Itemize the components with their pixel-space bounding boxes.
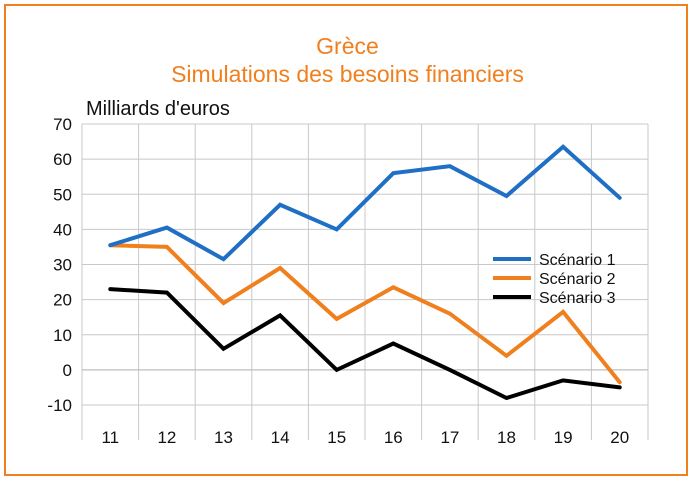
series-line-3 <box>108 287 622 401</box>
x-tick-label: 17 <box>440 428 459 447</box>
y-tick-label: 20 <box>53 291 72 310</box>
legend-label-1: Scénario 1 <box>539 252 616 269</box>
y-tick-label: -10 <box>47 396 72 415</box>
x-tick-label: 19 <box>554 428 573 447</box>
chart-subtitle: Simulations des besoins financiers <box>171 61 524 87</box>
y-tick-label: 70 <box>53 115 72 134</box>
y-tick-label: 60 <box>53 150 72 169</box>
series-lines <box>108 144 622 401</box>
series-line-1 <box>108 144 622 262</box>
chart-title: Grèce <box>316 33 379 59</box>
x-tick-label: 15 <box>327 428 346 447</box>
chart-frame <box>4 4 688 476</box>
y-tick-label: 50 <box>53 185 72 204</box>
legend-label-3: Scénario 3 <box>539 290 616 307</box>
x-tick-label: 20 <box>610 428 629 447</box>
y-tick-label: 10 <box>53 326 72 345</box>
x-tick-label: 13 <box>214 428 233 447</box>
x-tick-label: 16 <box>384 428 403 447</box>
x-tick-label: 11 <box>101 428 119 447</box>
legend-label-2: Scénario 2 <box>539 271 616 288</box>
y-tick-label: 30 <box>53 256 72 275</box>
y-tick-label: 40 <box>53 220 72 239</box>
axes: -10 0 10 20 30 40 50 60 70 11 12 13 14 15 16 17 18 19 20 <box>47 115 649 447</box>
x-tick-label: 18 <box>497 428 516 447</box>
legend: Scénario 1 Scénario 2 Scénario 3 <box>493 252 616 307</box>
x-tick-label: 12 <box>157 428 176 447</box>
x-tick-label: 14 <box>271 428 290 447</box>
y-axis-unit-label: Milliards d'euros <box>86 98 230 120</box>
y-tick-label: 0 <box>63 361 72 380</box>
series-line-2 <box>108 243 622 385</box>
